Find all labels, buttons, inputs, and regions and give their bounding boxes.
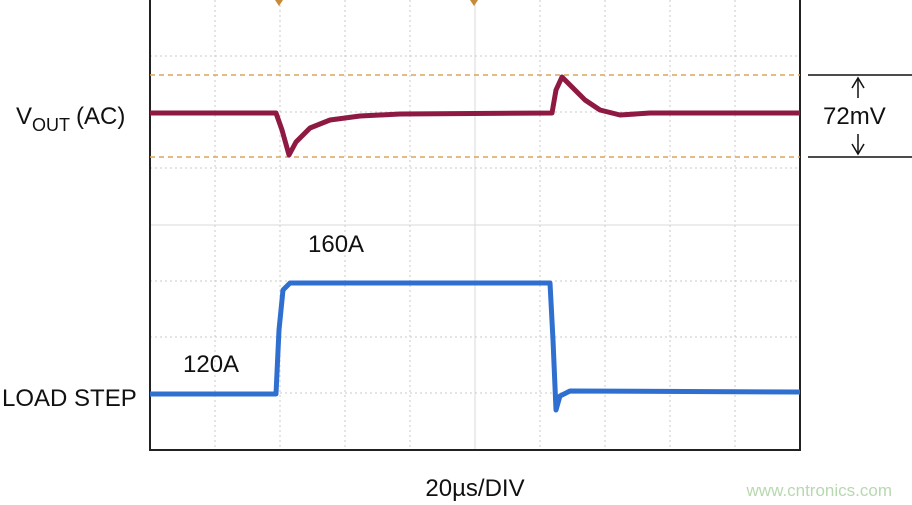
vout-main: V — [16, 103, 32, 130]
ripple-label: 72mV — [823, 103, 886, 130]
grid — [150, 0, 800, 450]
vout-suffix: (AC) — [76, 103, 125, 130]
high-current-label: 160A — [308, 231, 364, 258]
timebase-label: 20µs/DIV — [425, 475, 524, 502]
vout-trace — [150, 74, 800, 158]
trigger-marker — [275, 0, 478, 6]
load-label: LOAD STEP — [2, 385, 137, 412]
ripple-marker — [808, 74, 912, 158]
vout-sub: OUT — [32, 115, 70, 135]
low-current-label: 120A — [183, 351, 239, 378]
watermark: www.cntronics.com — [746, 481, 892, 500]
plot-frame — [149, 0, 801, 451]
vout-label: VOUT (AC) — [16, 103, 125, 135]
load-trace — [150, 280, 801, 413]
